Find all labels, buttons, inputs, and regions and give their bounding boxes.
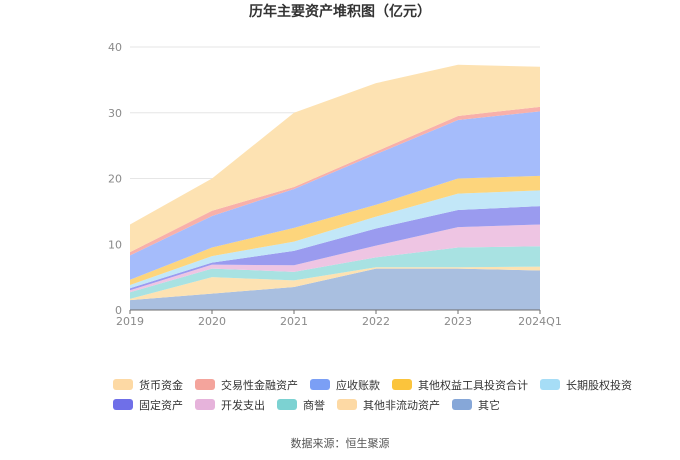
legend-item[interactable]: 交易性金融资产 <box>195 378 298 392</box>
area-series-9 <box>130 64 540 253</box>
legend-label: 长期股权投资 <box>566 378 632 392</box>
legend-label: 交易性金融资产 <box>221 378 298 392</box>
area-series-4 <box>130 206 540 291</box>
y-tick-label: 20 <box>108 173 122 186</box>
y-tick-label: 30 <box>108 107 122 120</box>
axes: 0 10 20 30 40 2019 2020 2021 2022 2023 2024Q1 <box>108 41 562 328</box>
legend-label: 其它 <box>478 398 500 412</box>
x-tick-label: 2019 <box>116 315 144 328</box>
legend-swatch <box>113 379 133 390</box>
area-series-7 <box>130 111 540 280</box>
legend-item[interactable]: 长期股权投资 <box>540 378 632 392</box>
legend-label: 其他非流动资产 <box>363 398 440 412</box>
legend-label: 商誉 <box>303 398 325 412</box>
legend-item[interactable]: 货币资金 <box>113 378 183 392</box>
legend-item[interactable]: 其他权益工具投资合计 <box>392 378 528 392</box>
legend-label: 开发支出 <box>221 398 265 412</box>
y-tick-label: 10 <box>108 238 122 251</box>
legend-item[interactable]: 应收账款 <box>310 378 380 392</box>
area-series-5 <box>130 190 540 289</box>
x-tick-label: 2024Q1 <box>518 315 562 328</box>
y-tick-label: 40 <box>108 41 122 54</box>
legend-item[interactable]: 固定资产 <box>113 398 183 412</box>
y-tick-label: 0 <box>115 304 122 317</box>
legend-swatch <box>310 379 330 390</box>
legend-label: 货币资金 <box>139 378 183 392</box>
area-series-3 <box>130 224 540 293</box>
legend-swatch <box>195 399 215 410</box>
legend-label: 其他权益工具投资合计 <box>418 378 528 392</box>
x-tick-label: 2022 <box>362 315 390 328</box>
chart-title: 历年主要资产堆积图（亿元） <box>249 3 431 20</box>
legend-swatch <box>337 399 357 410</box>
legend-label: 应收账款 <box>336 378 380 392</box>
legend-item[interactable]: 其他非流动资产 <box>337 398 440 412</box>
legend-swatch <box>452 399 472 410</box>
area-series-1 <box>130 266 540 301</box>
legend-item[interactable]: 开发支出 <box>195 398 265 412</box>
legend-item[interactable]: 其它 <box>452 398 500 412</box>
legend-item[interactable]: 商誉 <box>277 398 325 412</box>
x-tick-label: 2023 <box>444 315 472 328</box>
area-series-6 <box>130 175 540 286</box>
area-series-2 <box>130 246 540 299</box>
legend-swatch <box>540 379 560 390</box>
x-tick-label: 2021 <box>280 315 308 328</box>
data-source: 数据来源：恒生聚源 <box>291 436 390 450</box>
legend-swatch <box>195 379 215 390</box>
x-tick-label: 2020 <box>198 315 226 328</box>
legend-swatch <box>113 399 133 410</box>
area-series-0 <box>130 268 540 310</box>
area-series <box>130 64 540 310</box>
legend-swatch <box>277 399 297 410</box>
legend-swatch <box>392 379 412 390</box>
legend-label: 固定资产 <box>139 398 183 412</box>
